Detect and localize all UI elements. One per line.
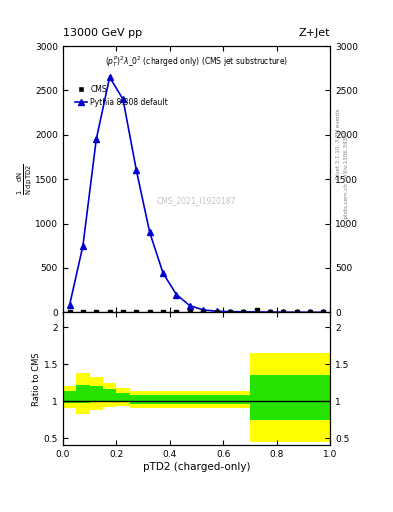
Pythia 8.308 default bbox=[268, 309, 272, 315]
CMS bbox=[107, 309, 112, 315]
Pythia 8.308 default bbox=[81, 243, 85, 249]
Legend: CMS, Pythia 8.308 default: CMS, Pythia 8.308 default bbox=[72, 82, 171, 110]
Pythia 8.308 default bbox=[121, 96, 125, 102]
CMS bbox=[214, 309, 219, 315]
Pythia 8.308 default bbox=[201, 307, 206, 313]
Text: 13000 GeV pp: 13000 GeV pp bbox=[63, 28, 142, 38]
CMS bbox=[321, 309, 326, 315]
CMS bbox=[201, 309, 206, 315]
Pythia 8.308 default bbox=[67, 302, 72, 308]
CMS bbox=[187, 309, 192, 315]
Pythia 8.308 default bbox=[161, 270, 165, 276]
Text: mcplots.cern.ch [arXiv:1306.3436]: mcplots.cern.ch [arXiv:1306.3436] bbox=[344, 132, 349, 227]
CMS bbox=[228, 309, 232, 315]
CMS bbox=[281, 309, 286, 315]
CMS bbox=[147, 309, 152, 315]
Pythia 8.308 default bbox=[308, 309, 312, 315]
Pythia 8.308 default bbox=[254, 309, 259, 315]
X-axis label: pTD2 (charged-only): pTD2 (charged-only) bbox=[143, 462, 250, 472]
Y-axis label: $\frac{1}{\mathrm{N}}\frac{\mathrm{d}\mathrm{N}}{\mathrm{d}\,\mathrm{pTD2}}$: $\frac{1}{\mathrm{N}}\frac{\mathrm{d}\ma… bbox=[15, 163, 34, 195]
Pythia 8.308 default bbox=[294, 309, 299, 315]
CMS bbox=[241, 309, 246, 315]
CMS bbox=[254, 307, 259, 313]
Text: CMS_2021_I1920187: CMS_2021_I1920187 bbox=[157, 196, 236, 205]
CMS bbox=[121, 309, 125, 315]
Pythia 8.308 default bbox=[187, 303, 192, 309]
Line: Pythia 8.308 default: Pythia 8.308 default bbox=[67, 74, 326, 315]
Pythia 8.308 default bbox=[107, 74, 112, 80]
Pythia 8.308 default bbox=[174, 291, 179, 297]
Y-axis label: Ratio to CMS: Ratio to CMS bbox=[32, 352, 41, 406]
CMS bbox=[67, 309, 72, 315]
CMS bbox=[81, 309, 85, 315]
CMS bbox=[161, 309, 165, 315]
CMS bbox=[294, 309, 299, 315]
Pythia 8.308 default bbox=[134, 167, 139, 174]
Text: $(p_T^p)^2\lambda\_0^2$ (charged only) (CMS jet substructure): $(p_T^p)^2\lambda\_0^2$ (charged only) (… bbox=[105, 54, 288, 69]
Pythia 8.308 default bbox=[94, 136, 99, 142]
Line: CMS: CMS bbox=[68, 308, 325, 314]
Pythia 8.308 default bbox=[281, 309, 286, 315]
Pythia 8.308 default bbox=[228, 309, 232, 315]
Text: Rivet 3.1.10, 3.2M events: Rivet 3.1.10, 3.2M events bbox=[336, 108, 341, 179]
CMS bbox=[134, 309, 139, 315]
Pythia 8.308 default bbox=[147, 229, 152, 236]
CMS bbox=[308, 309, 312, 315]
Pythia 8.308 default bbox=[321, 309, 326, 315]
Pythia 8.308 default bbox=[214, 308, 219, 314]
Pythia 8.308 default bbox=[241, 309, 246, 315]
CMS bbox=[94, 309, 99, 315]
Text: Z+Jet: Z+Jet bbox=[299, 28, 330, 38]
CMS bbox=[174, 309, 179, 315]
CMS bbox=[268, 309, 272, 315]
